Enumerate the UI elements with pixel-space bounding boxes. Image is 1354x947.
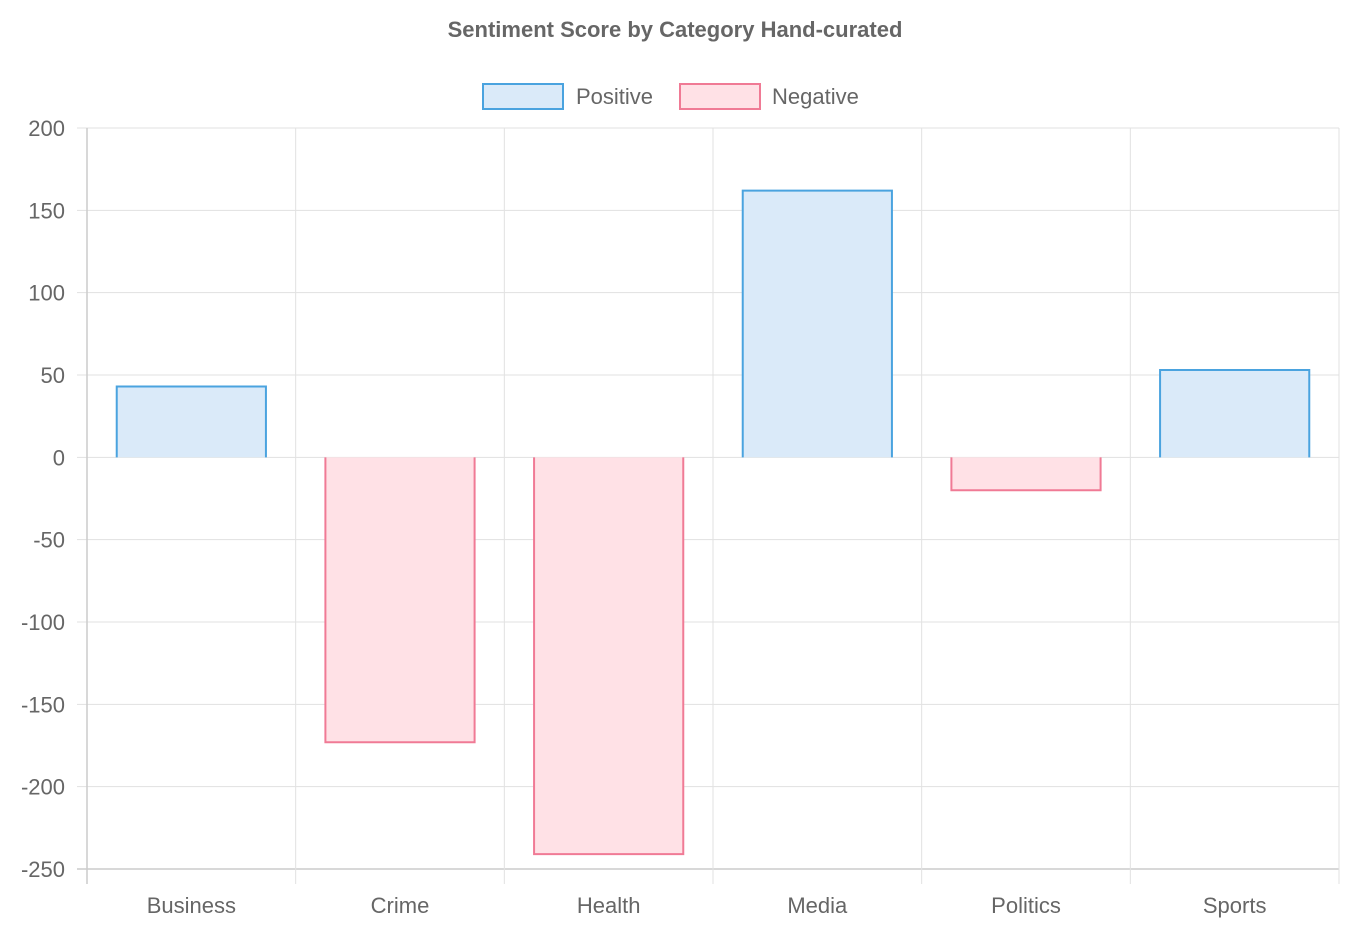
y-tick-label: 50 (41, 363, 65, 388)
legend-item-positive[interactable]: Positive (482, 83, 653, 110)
x-tick-label: Business (147, 893, 236, 918)
y-tick-label: 100 (28, 281, 65, 306)
y-tick-label: -200 (21, 775, 65, 800)
bar-border (115, 385, 267, 458)
bar-negative-politics[interactable] (951, 457, 1101, 491)
x-tick-label: Crime (371, 893, 430, 918)
legend-swatch (482, 83, 564, 110)
x-tick-label: Politics (991, 893, 1061, 918)
bars (115, 189, 1311, 856)
x-tick-label: Health (577, 893, 641, 918)
legend: Positive Negative (482, 83, 859, 110)
bar-negative-health[interactable] (534, 457, 684, 855)
y-tick-label: -100 (21, 610, 65, 635)
bar-negative-crime[interactable] (325, 457, 475, 743)
bar-positive-business[interactable] (116, 386, 266, 458)
y-tick-label: 200 (28, 116, 65, 141)
x-tick-label: Media (787, 893, 848, 918)
bar-border (1159, 369, 1311, 458)
bar-border (533, 457, 685, 856)
y-tick-label: -150 (21, 692, 65, 717)
bar-border (950, 457, 1102, 492)
tick-labels: 200 150 100 50 0 -50 -100 -150 -200 -250 Business C… (21, 116, 1267, 918)
grid (77, 127, 1340, 884)
bar-border (324, 457, 476, 744)
y-tick-label: -50 (33, 528, 65, 553)
y-tick-label: 150 (28, 198, 65, 223)
legend-swatch (679, 83, 761, 110)
bar-border (741, 189, 893, 458)
legend-label: Positive (576, 84, 653, 109)
y-tick-label: -250 (21, 857, 65, 882)
chart-title: Sentiment Score by Category Hand-curated (448, 17, 903, 42)
bar-positive-sports[interactable] (1160, 370, 1310, 458)
y-tick-label: 0 (53, 445, 65, 470)
x-tick-label: Sports (1203, 893, 1267, 918)
legend-label: Negative (772, 84, 859, 109)
bar-positive-media[interactable] (742, 190, 892, 458)
legend-item-negative[interactable]: Negative (679, 83, 859, 110)
